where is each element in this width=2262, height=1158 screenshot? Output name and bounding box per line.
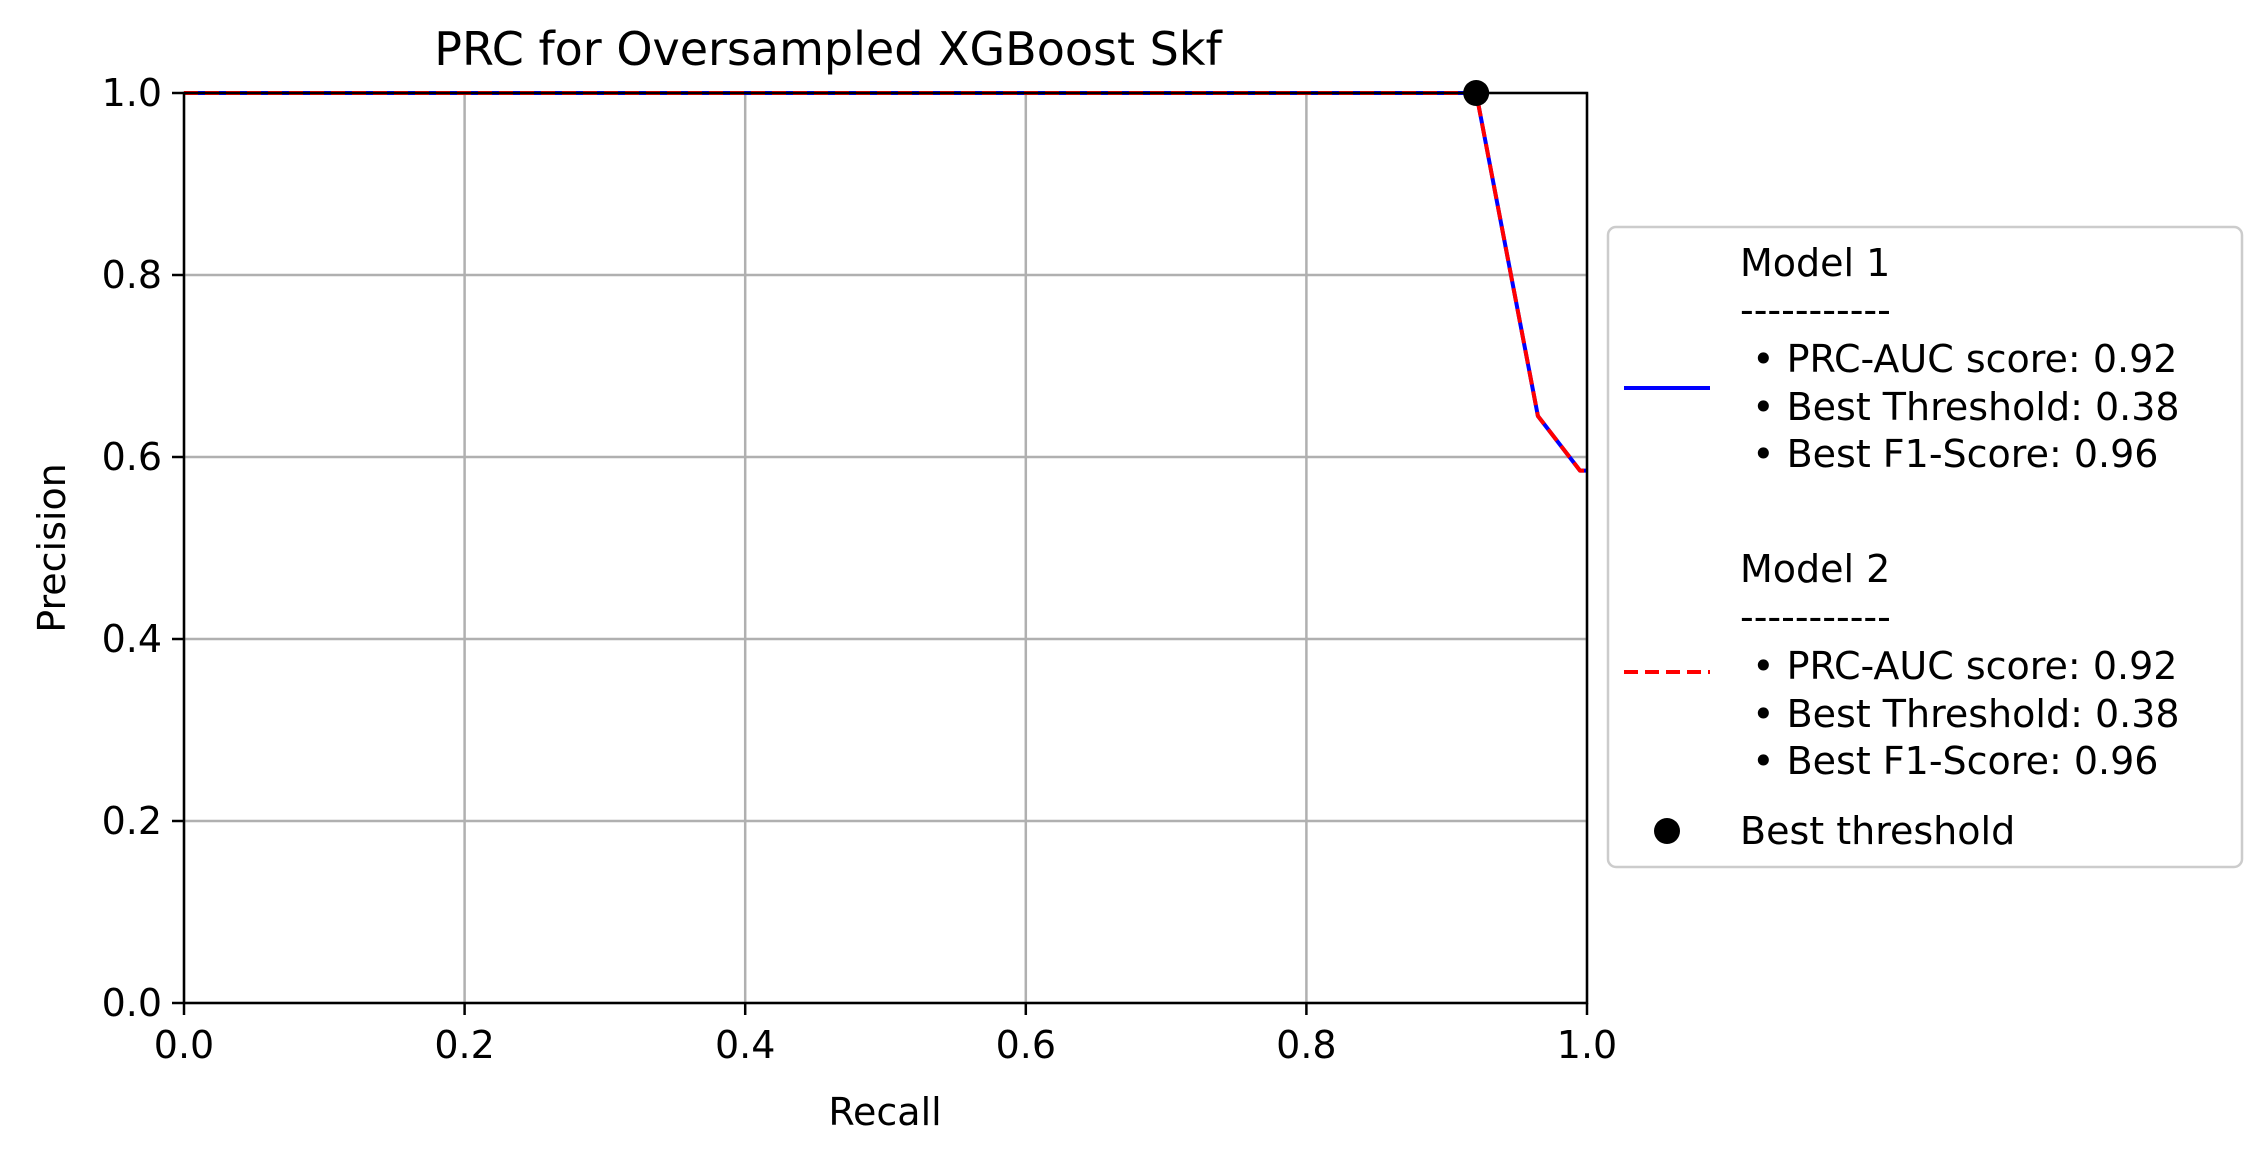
x-axis-ticks: 0.0 0.2 0.4 0.6 0.8 1.0: [154, 1003, 1617, 1067]
plot-frame: [182, 91, 1589, 1005]
legend-best-threshold-label: Best threshold: [1740, 809, 2015, 853]
y-tick-label-3: 0.6: [102, 435, 162, 479]
y-tick-label-4: 0.8: [102, 253, 162, 297]
x-tick-label-4: 0.8: [1276, 1023, 1336, 1067]
series-line-model-2: [184, 91, 1587, 473]
x-tick-label-1: 0.2: [434, 1023, 494, 1067]
y-axis-label: Precision: [30, 463, 74, 633]
legend-model-2-f1: • Best F1-Score: 0.96: [1740, 739, 2158, 783]
series-line-model-1: [184, 91, 1587, 473]
y-tick-label-2: 0.4: [102, 617, 162, 661]
legend: Model 1 ----------- • PRC-AUC score: 0.9…: [1606, 225, 2244, 869]
x-tick-label-5: 1.0: [1557, 1023, 1617, 1067]
legend-best-threshold-marker: [1654, 818, 1680, 844]
legend-model-2-name: Model 2: [1740, 547, 1890, 591]
y-tick-label-5: 1.0: [102, 71, 162, 115]
y-axis-ticks: 0.0 0.2 0.4 0.6 0.8 1.0: [102, 71, 184, 1025]
legend-model-2-divider: -----------: [1740, 595, 1891, 639]
legend-model-1-auc: • PRC-AUC score: 0.92: [1740, 337, 2177, 381]
x-tick-label-0: 0.0: [154, 1023, 214, 1067]
x-axis-label: Recall: [828, 1090, 941, 1134]
legend-model-1-divider: -----------: [1740, 288, 1891, 332]
legend-model-2-threshold: • Best Threshold: 0.38: [1740, 692, 2180, 736]
x-tick-label-3: 0.6: [996, 1023, 1056, 1067]
y-tick-label-1: 0.2: [102, 799, 162, 843]
legend-box: [1606, 225, 2244, 869]
x-tick-label-2: 0.4: [715, 1023, 775, 1067]
legend-model-1-threshold: • Best Threshold: 0.38: [1740, 385, 2180, 429]
y-tick-label-0: 0.0: [102, 981, 162, 1025]
chart-title: PRC for Oversampled XGBoost Skf: [434, 22, 1223, 76]
plot-series: [184, 91, 1587, 473]
legend-model-1-name: Model 1: [1740, 241, 1890, 285]
grid-lines: [182, 91, 1589, 1005]
legend-model-2-auc: • PRC-AUC score: 0.92: [1740, 644, 2177, 688]
legend-model-1-f1: • Best F1-Score: 0.96: [1740, 432, 2158, 476]
